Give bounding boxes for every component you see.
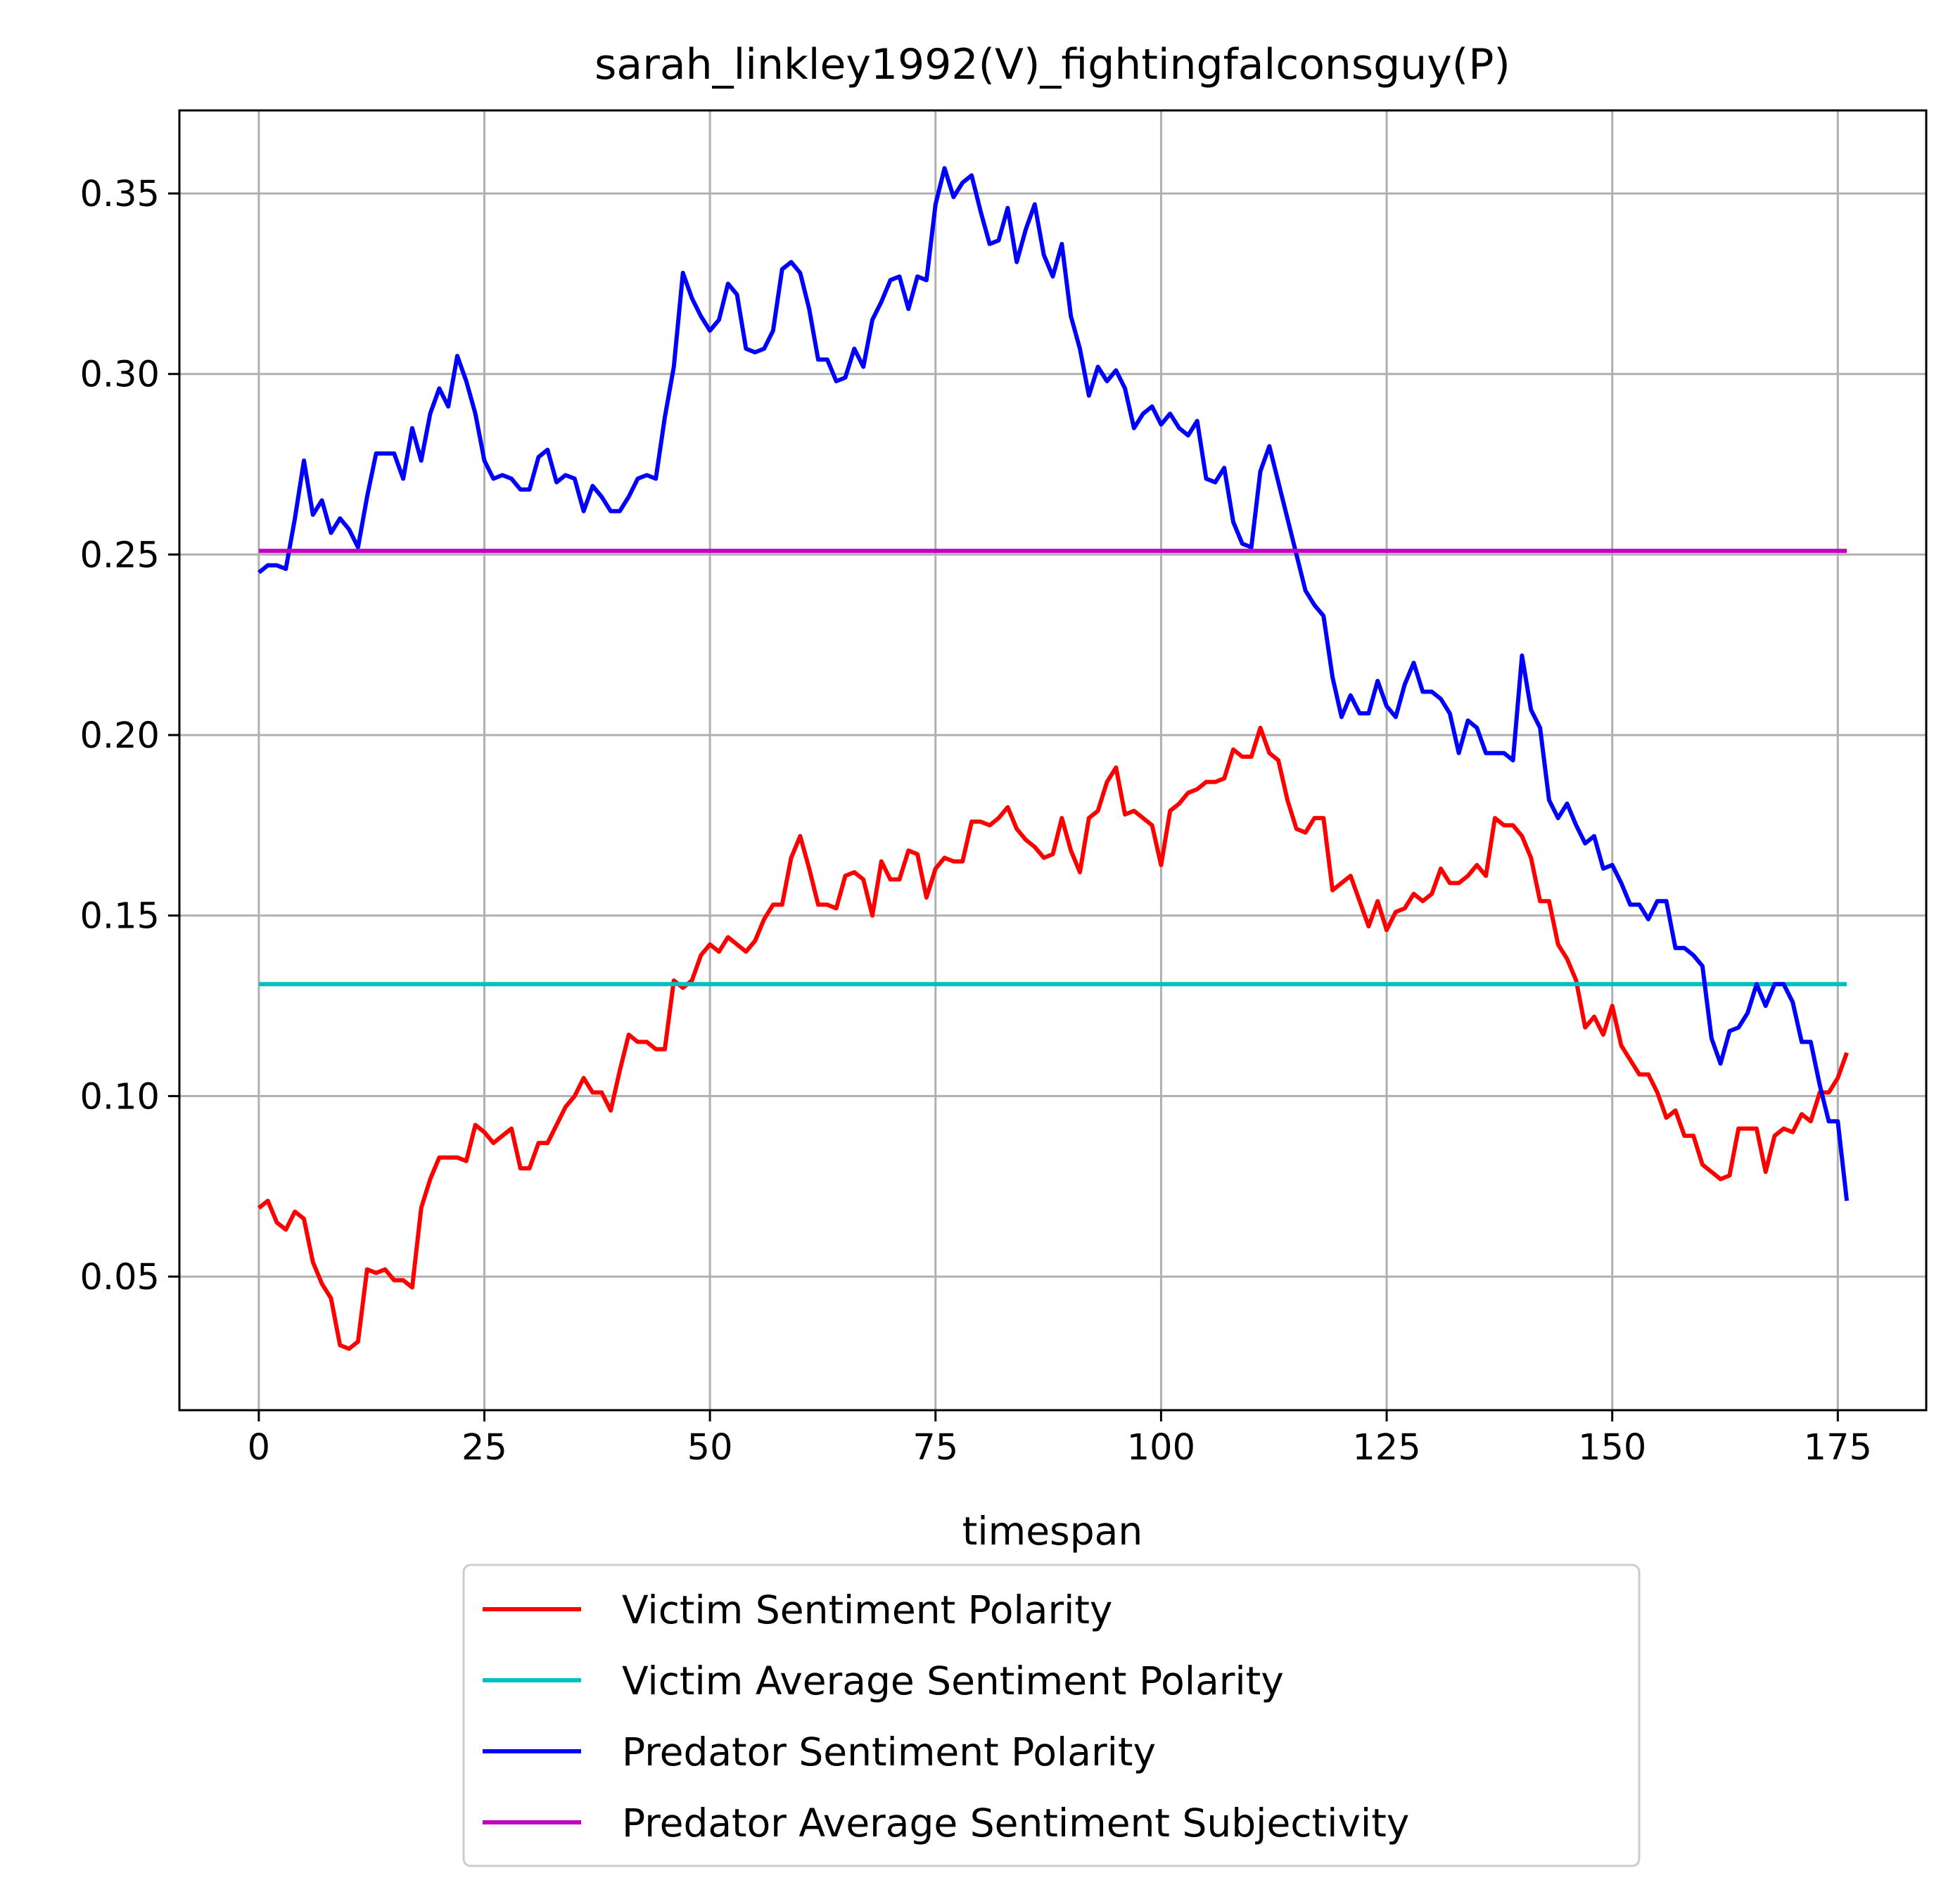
x-tick-label: 75 <box>912 1427 958 1469</box>
y-tick-label: 0.20 <box>79 715 160 757</box>
y-tick-label: 0.35 <box>79 174 160 215</box>
series-layer <box>257 166 1850 1351</box>
legend-label-predator-average-sentiment-subjectivity: Predator Average Sentiment Subjectivity <box>622 1801 1409 1846</box>
x-tick-label: 50 <box>687 1427 733 1469</box>
x-axis: 0 25 50 75 100 125 150 175 <box>248 1410 1872 1469</box>
y-tick-label: 0.10 <box>79 1076 160 1118</box>
x-tick-label: 175 <box>1804 1427 1872 1469</box>
y-tick-label: 0.25 <box>79 535 160 576</box>
legend: Victim Sentiment Polarity Victim Average … <box>462 1564 1641 1867</box>
y-tick-label: 0.30 <box>79 354 160 396</box>
x-axis-label: timespan <box>962 1509 1143 1554</box>
legend-label-predator-sentiment-polarity: Predator Sentiment Polarity <box>622 1729 1156 1775</box>
series-line-predator-sentiment-polarity <box>257 166 1850 1201</box>
legend-label-victim-average-sentiment-polarity: Victim Average Sentiment Polarity <box>622 1658 1284 1703</box>
legend-box <box>462 1564 1641 1867</box>
plot-frame <box>178 109 1928 1412</box>
x-tick-label: 0 <box>248 1427 270 1469</box>
y-axis: 0.05 0.10 0.15 0.20 0.25 0.30 0.35 <box>79 174 179 1298</box>
y-tick-label: 0.15 <box>79 896 160 938</box>
series-line-victim-sentiment-polarity <box>257 725 1849 1351</box>
legend-label-victim-sentiment-polarity: Victim Sentiment Polarity <box>622 1587 1112 1632</box>
x-tick-label: 125 <box>1352 1427 1420 1469</box>
x-tick-label: 25 <box>462 1427 507 1469</box>
x-tick-label: 150 <box>1578 1427 1646 1469</box>
y-tick-label: 0.05 <box>79 1257 160 1298</box>
x-tick-label: 100 <box>1127 1427 1195 1469</box>
chart-title: sarah_linkley1992(V)_fightingfalconsguy(… <box>594 40 1510 89</box>
